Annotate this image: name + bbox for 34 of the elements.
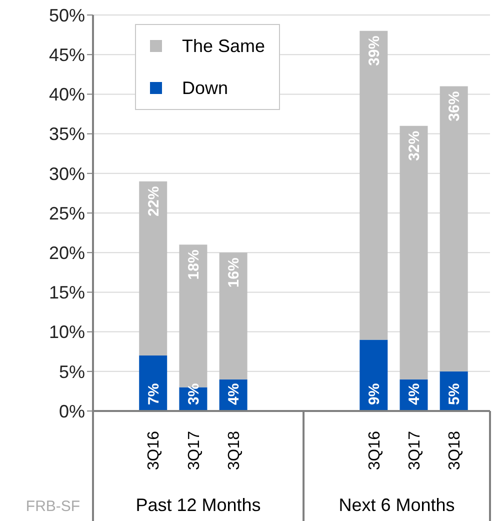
y-tick-label: 10% bbox=[48, 322, 85, 342]
text: FRB-SF bbox=[26, 498, 80, 515]
y-tick-label: 30% bbox=[48, 164, 85, 184]
data-label: 32% bbox=[406, 130, 424, 161]
y-tick-label: 20% bbox=[48, 242, 85, 263]
data-label: 3% bbox=[185, 383, 202, 405]
y-tick-label: 5% bbox=[58, 362, 85, 382]
x-tick-label: 3Q18 bbox=[446, 430, 464, 470]
x-tick-label: 3Q16 bbox=[366, 430, 384, 470]
text: Past 12 Months bbox=[136, 495, 261, 515]
y-tick-label: 50% bbox=[48, 5, 85, 26]
y-tick-label: 35% bbox=[48, 124, 85, 144]
x-tick-label: 3Q18 bbox=[226, 430, 243, 470]
legend-label: The Same bbox=[182, 36, 266, 56]
x-tick-label: 3Q16 bbox=[146, 430, 163, 470]
y-tick-label: 25% bbox=[48, 203, 85, 224]
data-label: 39% bbox=[366, 36, 383, 66]
data-label: 36% bbox=[446, 91, 464, 122]
y-tick-label: 15% bbox=[48, 282, 85, 303]
data-label: 18% bbox=[185, 250, 202, 280]
data-label: 7% bbox=[145, 383, 162, 405]
legend-label: Down bbox=[182, 78, 228, 98]
y-tick-label: 40% bbox=[48, 84, 85, 105]
y-tick-label: 0% bbox=[58, 401, 85, 422]
data-label: 4% bbox=[406, 383, 424, 405]
data-label: 5% bbox=[446, 383, 464, 405]
y-tick-label: 45% bbox=[48, 44, 85, 65]
data-label: 9% bbox=[366, 383, 383, 405]
x-tick-label: 3Q17 bbox=[186, 430, 203, 470]
text: Next 6 Months bbox=[338, 495, 455, 515]
x-tick-label: 3Q17 bbox=[406, 430, 424, 470]
data-label: 16% bbox=[226, 258, 243, 288]
data-label: 4% bbox=[226, 383, 243, 405]
data-label: 22% bbox=[145, 186, 162, 216]
